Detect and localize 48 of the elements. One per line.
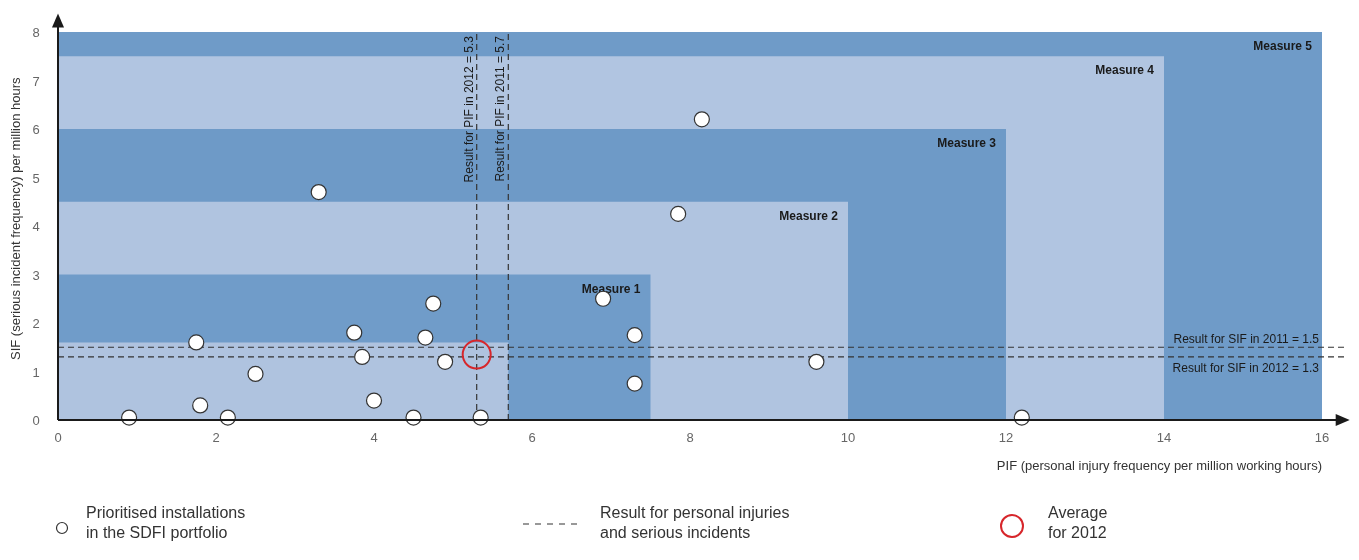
point [417,329,434,346]
text: Result for personal injuries and serious incidents [600,504,790,541]
y-tick-label: 8 [32,25,40,40]
ref-line-label: Result for PIF in 2011 = 5.7 [493,35,508,182]
point [670,205,687,222]
series-label: Measure 4 [1095,63,1155,78]
x-tick-label: 16 [1314,430,1330,445]
point [437,353,454,370]
series-label: Measure 2 [779,208,839,223]
y-tick-label: 6 [32,122,40,137]
point [346,324,363,341]
y-tick-label: 5 [32,170,40,186]
legend-label: Average for 2012 [1048,504,1108,541]
y-tick-label: 0 [32,413,40,428]
point [461,339,492,370]
y-tick-label: 7 [32,73,40,89]
series-label: Measure 5 [1253,39,1313,53]
x-tick-label: 2 [212,430,220,445]
point [247,365,264,383]
point [626,375,643,392]
ref-line-label: Result for SIF in 2012 = 1.3 [1172,360,1320,375]
point [425,295,442,312]
point [192,397,209,414]
point [354,348,371,366]
y-tick-label: 1 [32,364,40,380]
point [365,392,383,409]
legend-label: Prioritised installations in the SDFI portfolio [86,504,246,541]
x-tick-label: 14 [1156,430,1172,445]
x-tick-label: 12 [998,430,1014,445]
x-tick-label: 0 [54,430,62,445]
point [188,334,205,351]
x-axis-title: PIF (personal injury frequency per million working hours) [996,458,1322,473]
point [626,327,643,344]
y-tick-label: 4 [32,219,40,234]
point [808,353,825,370]
y-axis-title: SIF (serious incident frequency) per million hours [8,76,23,360]
ref-line-label: Result for SIF in 2011 = 1.5 [1173,332,1320,347]
x-tick-label: 8 [686,430,694,445]
point [310,183,327,201]
x-tick-label: 10 [840,430,856,445]
x-tick-label: 4 [370,430,378,445]
x-tick-label: 6 [528,430,536,445]
series-label: Measure 3 [937,136,997,150]
y-tick-label: 2 [32,316,40,331]
ref-line-label: Result for PIF in 2012 = 5.3 [461,35,476,183]
point [693,111,710,128]
series-label: Measure 1 [581,281,641,296]
y-tick-label: 3 [32,267,40,283]
